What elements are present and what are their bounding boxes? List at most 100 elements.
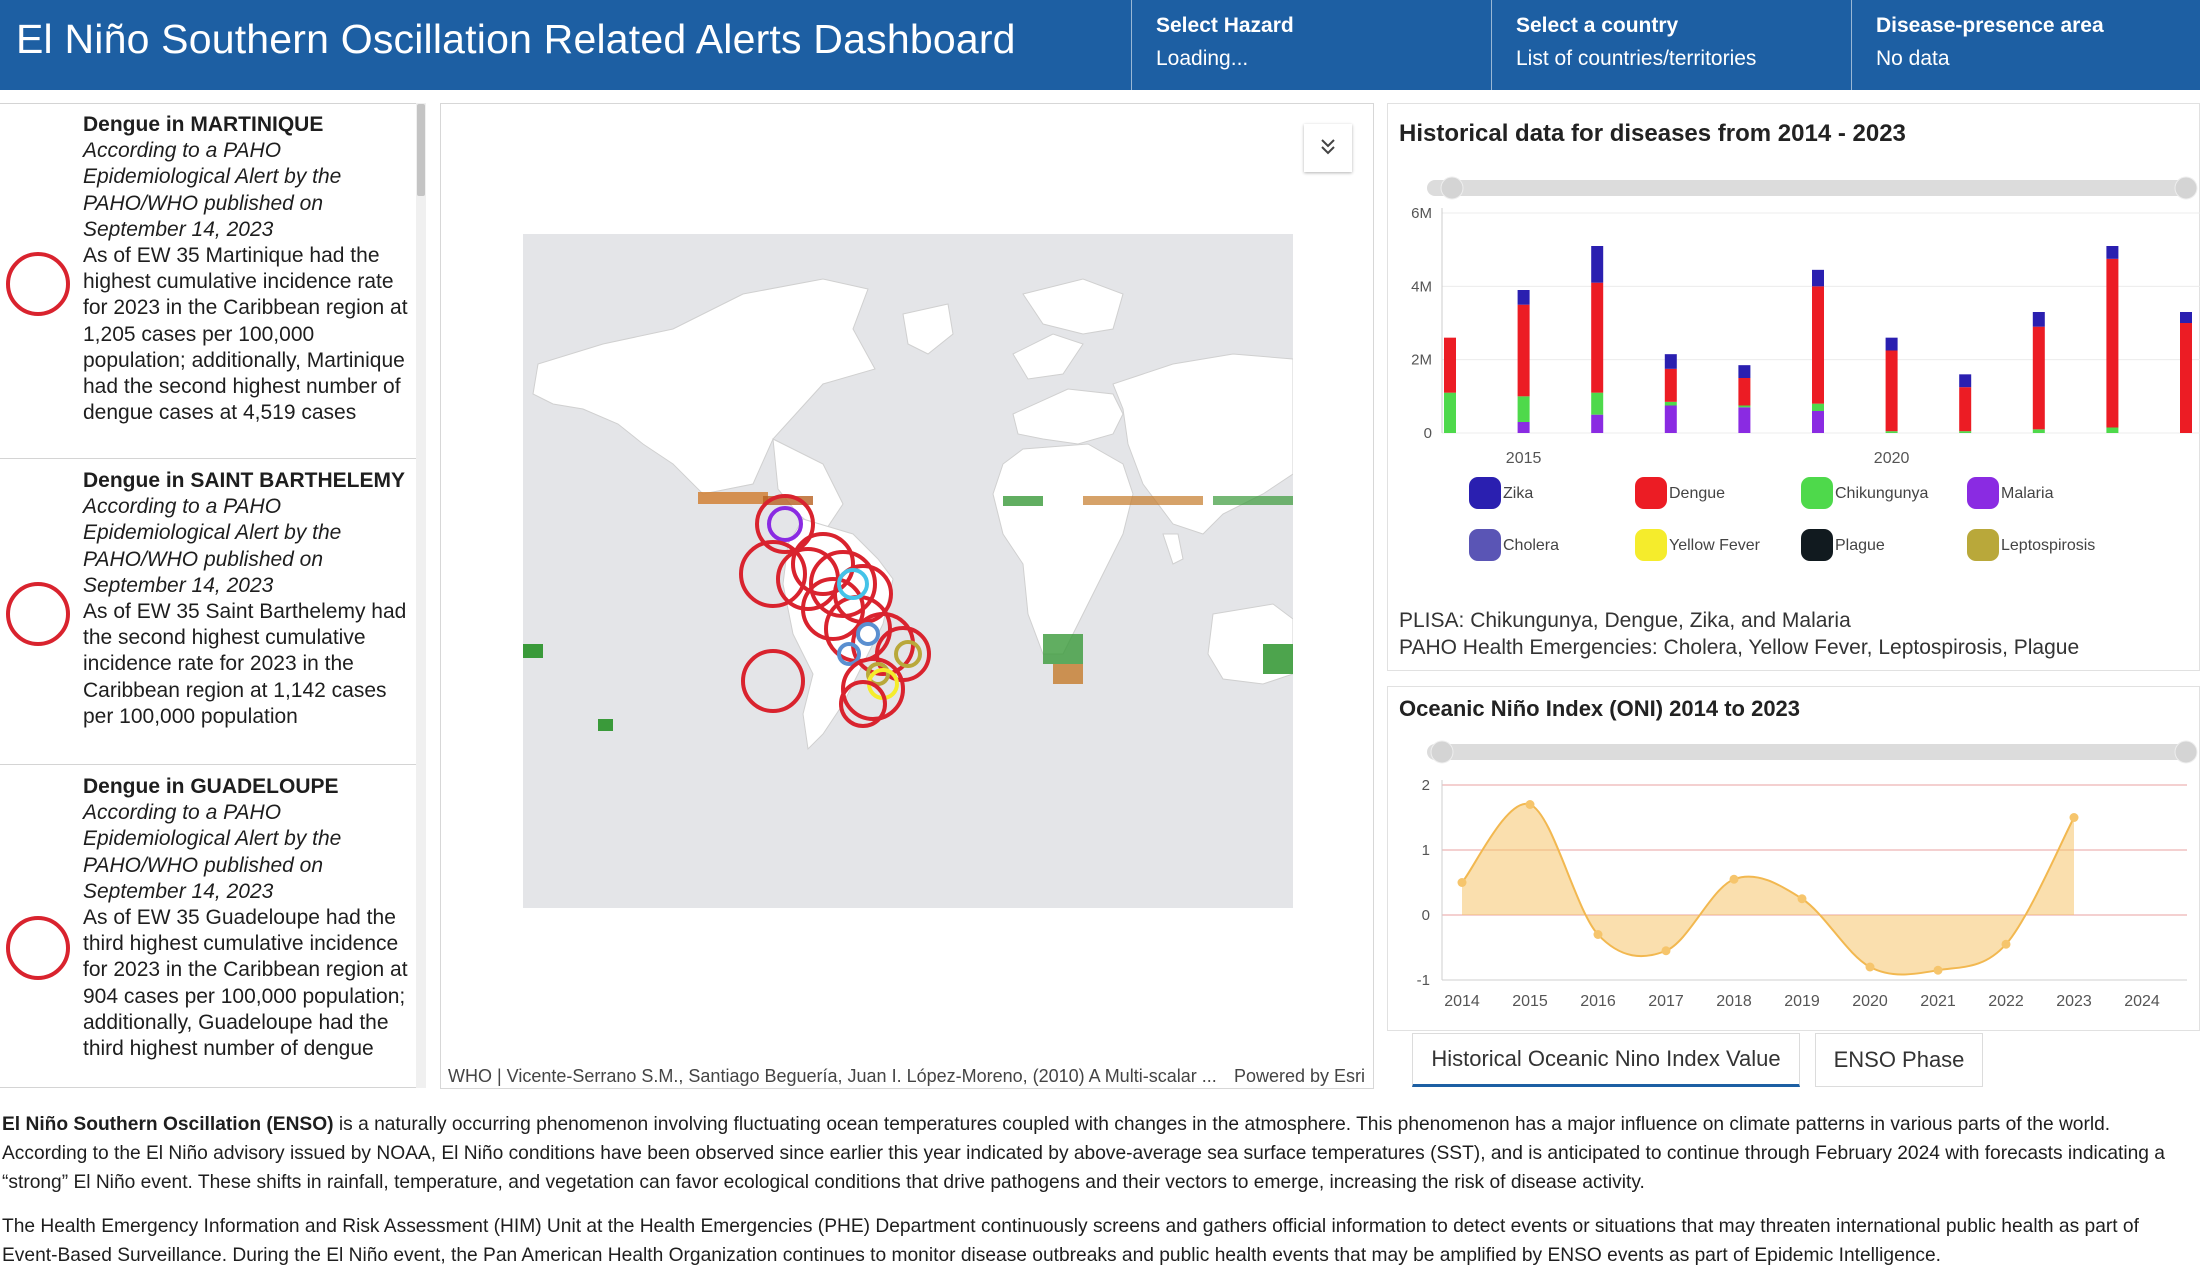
footnote-paho: PAHO Health Emergencies: Cholera, Yellow… [1399,636,2080,659]
alert-body: As of EW 35 Guadeloupe had the third hig… [83,906,408,1061]
powered-by-esri[interactable]: Powered by Esri [1234,1066,1366,1086]
oni-point [1865,962,1875,972]
hazard-selector[interactable]: Select Hazard Loading... [1131,0,1491,90]
enso-term: El Niño Southern Oscillation (ENSO) [2,1114,334,1135]
y-tick-label: 2M [1411,352,1432,369]
y-tick-label: 0 [1424,425,1432,442]
bar-segment [1664,354,1677,369]
oni-point [1661,946,1671,956]
x-tick-label: 2019 [1784,993,1820,1010]
bar-segment [1738,378,1751,406]
slider-handle-right[interactable] [2174,176,2198,200]
bar-segment [2180,312,2192,323]
map-attribution: WHO | Vicente-Serrano S.M., Santiago Beg… [448,1066,1368,1087]
bar-segment [1664,401,1677,406]
alert-source: According to a PAHO Epidemiological Aler… [83,139,342,241]
alert-body: As of EW 35 Saint Barthelemy had the sec… [83,600,407,728]
oni-title: Oceanic Niño Index (ONI) 2014 to 2023 [1399,696,1801,721]
alert-circle-icon [6,916,70,980]
bar-segment [1517,422,1530,433]
oni-point [1525,800,1535,809]
disease-area-indicator: Disease-presence area No data [1851,0,2200,90]
y-tick-label: 2 [1422,777,1430,794]
alert-item[interactable]: Dengue in MARTINIQUE According to a PAHO… [0,104,416,459]
alert-item[interactable]: Dengue in GUADELOUPE According to a PAHO… [0,766,416,1087]
drought-index-layer [523,492,1293,731]
app-header: El Niño Southern Oscillation Related Ale… [0,0,2200,90]
y-tick-label: 4M [1411,278,1432,295]
historical-range-slider[interactable] [1427,180,2197,196]
legend-label: Malaria [2001,485,2054,502]
oni-line [1461,802,2075,976]
tab-historical-oni[interactable]: Historical Oceanic Nino Index Value [1412,1033,1800,1087]
country-selector-label: Select a country [1516,14,1679,37]
legend-swatch [1635,529,1667,561]
world-map[interactable] [523,234,1293,908]
oni-point [2069,813,2079,822]
bar-segment [1959,374,1972,388]
bar-segment [2180,323,2192,433]
bar-segment [1444,392,1456,433]
bar-segment [1812,403,1824,411]
oni-point [2001,939,2011,949]
tab-enso-phase[interactable]: ENSO Phase [1815,1033,1983,1087]
oni-point [1729,874,1739,884]
alert-circles-layer[interactable] [739,494,931,728]
oni-range-slider[interactable] [1427,744,2197,760]
bar-segment [2032,312,2045,327]
alert-item[interactable]: Dengue in SAINT BARTHELEMY According to … [0,460,416,765]
bar-segment [2106,258,2119,428]
alert-circle-icon [6,252,70,316]
legend-swatch [1469,477,1501,509]
app-title: El Niño Southern Oscillation Related Ale… [16,16,1016,62]
x-tick-label: 2024 [2124,993,2160,1010]
legend-swatch [1801,477,1833,509]
historical-chart[interactable]: 0 2M 4M 6M 2015 2020 Zika Dengue Chikungunya Mal… [1387,170,2200,590]
legend-label: Yellow Fever [1669,537,1761,554]
alert-circle-icon [6,582,70,646]
country-selector-value: List of countries/territories [1516,47,1757,70]
y-tick-label: 6M [1411,205,1432,222]
alert-text: Dengue in GUADELOUPE According to a PAHO… [83,774,411,1062]
bar-segment [1959,431,1972,433]
slider-handle-left[interactable] [1440,176,1464,200]
alert-source: According to a PAHO Epidemiological Aler… [83,495,342,597]
alert-text: Dengue in SAINT BARTHELEMY According to … [83,468,411,730]
description-paragraph: El Niño Southern Oscillation (ENSO) is a… [2,1110,2192,1197]
x-tick-label: 2018 [1716,993,1752,1010]
oni-point [1457,878,1467,887]
x-tick-label: 2023 [2056,993,2092,1010]
country-selector[interactable]: Select a country List of countries/terri… [1491,0,1851,90]
alert-text: Dengue in MARTINIQUE According to a PAHO… [83,112,411,426]
bar-segment [1959,387,1972,432]
legend-label: Dengue [1669,485,1725,502]
bar-segment [1517,290,1530,305]
legend-label: Plague [1835,537,1885,554]
legend-swatch [1801,529,1833,561]
bar-segment [1664,368,1677,402]
alerts-scrollbar-thumb[interactable] [417,104,425,196]
legend-label: Leptospirosis [2001,537,2095,554]
alerts-list[interactable]: Dengue in MARTINIQUE According to a PAHO… [0,103,426,1088]
legend-swatch [1635,477,1667,509]
bar-segment [1591,414,1604,433]
expand-button[interactable] [1304,124,1352,172]
bar-segment [1738,407,1751,433]
legend-swatch [1967,477,1999,509]
bar-segment [1517,304,1530,397]
slider-handle-left[interactable] [1430,740,1454,764]
legend-swatch [1469,529,1501,561]
bar-segment [1591,392,1604,415]
alerts-scrollbar[interactable] [416,103,426,1088]
bar-segment [1812,411,1824,433]
y-tick-label: 1 [1422,842,1430,859]
alert-body: As of EW 35 Martinique had the highest c… [83,244,408,425]
oni-chart[interactable]: 2 1 0 -1 2014 2015 2016 2017 2018 2019 2020 2021 202… [1387,740,2200,1030]
hazard-selector-label: Select Hazard [1156,14,1294,37]
x-tick-label: 2014 [1444,993,1480,1010]
historical-title: Historical data for diseases from 2014 -… [1399,120,1906,147]
slider-handle-right[interactable] [2174,740,2198,764]
alert-title: Dengue in SAINT BARTHELEMY [83,469,406,492]
bar-segment [1517,396,1530,422]
x-tick-label: 2021 [1920,993,1956,1010]
